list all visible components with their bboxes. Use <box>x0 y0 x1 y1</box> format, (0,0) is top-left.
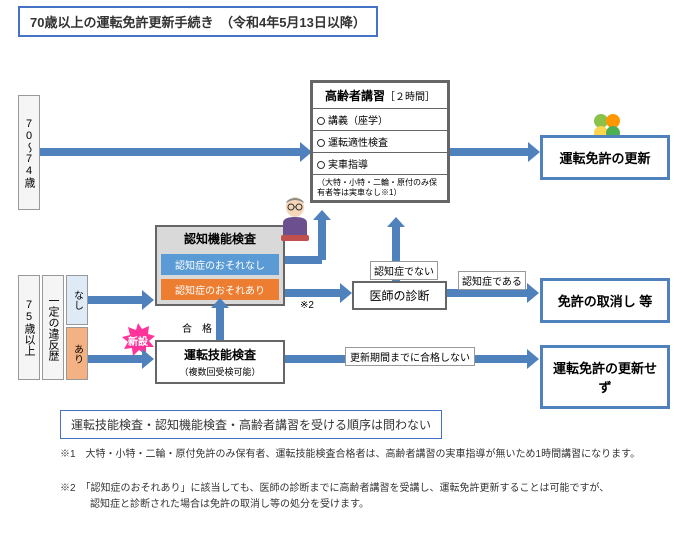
cognition-ref: ※2 <box>298 300 316 311</box>
arrow-doctor-dementia <box>447 289 527 297</box>
cognition-title: 認知機能検査 <box>157 227 283 250</box>
arrow-70-to-course <box>40 148 300 156</box>
footnote-2b: 認知症と診断された場合は免許の取消し等の処分を受けます。 <box>90 498 660 512</box>
course-aptitude: 運転適性検査 <box>328 138 388 149</box>
arrow-course-to-renew <box>448 148 528 156</box>
page-title: 70歳以上の運転免許更新手続き （令和4年5月13日以降） <box>18 6 378 37</box>
arrow-cogok-to-course <box>318 220 326 260</box>
violation-no: なし <box>66 275 88 325</box>
age-70-74-label: 70〜74歳 <box>18 95 40 210</box>
arrow-viol-to-skill <box>88 355 142 363</box>
cognition-ok: 認知症のおそれなし <box>161 254 279 275</box>
course-title: 高齢者講習 <box>325 89 385 103</box>
course-duration: ［２時間］ <box>385 92 435 103</box>
skill-box: 運転技能検査 （複数回受検可能） <box>155 340 285 384</box>
label-not-dementia: 認知症でない <box>370 261 438 280</box>
label-not-pass: 更新期間までに合格しない <box>345 347 475 366</box>
skill-title: 運転技能検査 <box>159 346 281 363</box>
violation-history-label: 一定の違反歴 <box>42 275 64 380</box>
arrow-cogok-horiz <box>285 256 322 264</box>
elderly-person-icon <box>275 195 315 246</box>
age-75plus-label: 75歳以上 <box>18 275 40 380</box>
doctor-box: 医師の診断 <box>352 281 447 310</box>
skill-sub: （複数回受検可能） <box>159 365 281 378</box>
cognition-box: 認知機能検査 認知症のおそれなし 認知症のおそれあり <box>155 225 285 306</box>
violation-yes: あり <box>66 327 88 380</box>
arrow-noviol-to-cognition <box>88 296 142 304</box>
arrow-cogrisk-to-doctor <box>285 289 340 297</box>
footnote-2a: ※2 「認知症のおそれあり」に該当しても、医師の診断までに高齢者講習を受講し、運… <box>60 482 660 496</box>
result-renew: 運転免許の更新 <box>540 135 670 180</box>
label-is-dementia: 認知症である <box>458 271 526 290</box>
order-note-box: 運転技能検査・認知機能検査・高齢者講習を受ける順序は問わない <box>60 410 442 439</box>
senior-course-box: 高齢者講習［２時間］ 講義（座学） 運転適性検査 実車指導 （大特・小特・二輪・… <box>310 80 450 203</box>
course-lecture: 講義（座学） <box>328 116 388 127</box>
course-note: （大特・小特・二輪・原付のみ保有者等は実車なし※1） <box>313 174 447 200</box>
arrow-skill-pass <box>216 308 224 340</box>
cognition-risk: 認知症のおそれあり <box>161 279 279 300</box>
footnote-1: ※1 大特・小特・二輪・原付免許のみ保有者、運転技能検査合格者は、高齢者講習の実… <box>60 448 660 462</box>
result-norenew: 運転免許の更新せず <box>540 345 670 409</box>
result-cancel: 免許の取消し 等 <box>540 278 670 323</box>
label-pass: 合 格 <box>180 320 214 335</box>
course-driving: 実車指導 <box>328 160 368 171</box>
